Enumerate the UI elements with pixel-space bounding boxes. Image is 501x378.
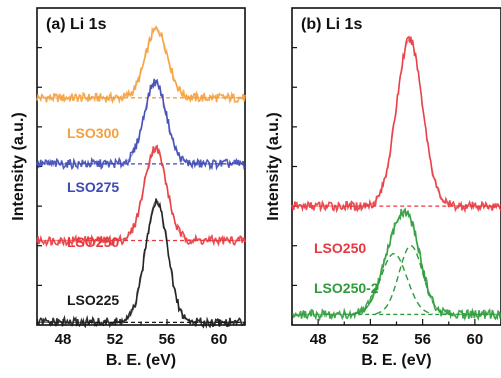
spectrum-line [291,35,501,214]
series-label: LSO250-2 [314,280,379,296]
x-tick-label: 52 [362,331,379,348]
x-tick-label: 60 [467,331,484,348]
series-label: LSO225 [67,292,119,308]
x-tick-label: 56 [414,331,431,348]
x-tick-label: 52 [107,331,124,348]
y-axis-label: Intensity (a.u.) [10,112,27,220]
fit-line [37,28,245,99]
series-label: LSO250 [67,234,119,250]
panel-b: 48 52 56 60 B. E. (eV) Intensity (a.u.) (b) Li… [265,7,501,369]
y-axis-label: Intensity (a.u.) [265,112,282,220]
spectrum-line [36,25,246,105]
x-axis-label: B. E. (eV) [361,352,431,369]
component-peak [375,245,447,315]
spectrum-line [36,78,246,171]
fit-line [292,210,501,315]
series-label: LSO250 [314,240,366,256]
series-label: LSO275 [67,179,119,195]
component-peak [354,252,434,315]
x-tick-label: 60 [211,331,228,348]
fit-line [37,81,245,165]
series-label: LSO300 [67,125,119,141]
plot-frame [291,7,501,326]
panel-label: (a) Li 1s [46,16,107,33]
x-tick-label: 56 [159,331,176,348]
x-axis-label: B. E. (eV) [106,352,176,369]
fit-line [292,39,501,207]
x-tick-label: 48 [55,331,72,348]
panel-label: (b) Li 1s [301,16,362,33]
spectrum-line [291,207,501,322]
panel-a: 48 52 56 60 B. E. (eV) Intensity (a.u.) (a) Li… [10,7,246,369]
x-tick-label: 48 [310,331,327,348]
